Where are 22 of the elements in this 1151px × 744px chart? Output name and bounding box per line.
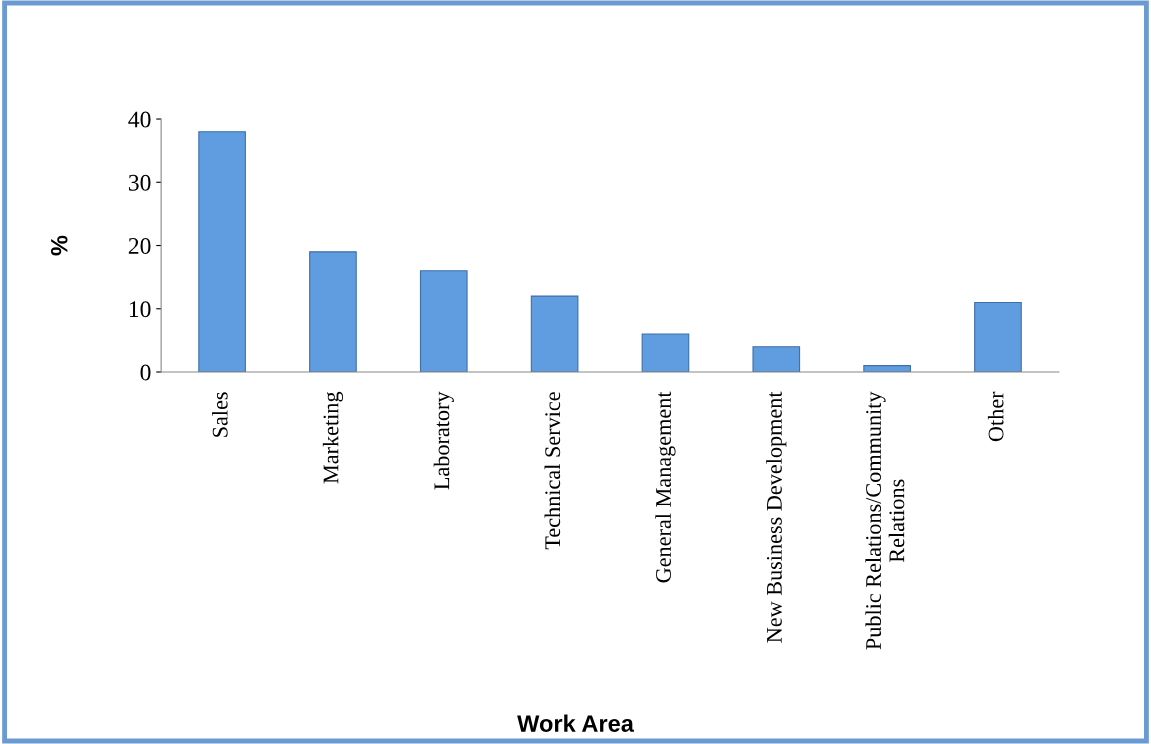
bar	[974, 301, 1022, 372]
y-tick-label: 0	[140, 364, 151, 381]
x-tick-label: Marketing	[322, 391, 344, 484]
y-tick-label: 30	[128, 174, 151, 191]
y-tick-label: 20	[128, 238, 151, 254]
x-tick-label: Laboratory	[433, 391, 454, 490]
x-tick-label: Technical Service	[544, 392, 561, 550]
x-axis-title: Work Area	[517, 714, 635, 732]
bar	[419, 270, 468, 372]
x-tick-label: Public Relations/Community Relations	[865, 391, 905, 650]
x-tick-label: Sales	[212, 392, 228, 437]
bar	[198, 131, 246, 372]
bar	[641, 333, 690, 372]
y-axis-title: %	[50, 235, 68, 256]
y-tick-label: 40	[128, 111, 151, 128]
x-tick-label: Other	[987, 391, 1004, 442]
y-tick-label: 10	[129, 301, 151, 318]
bar	[309, 251, 357, 372]
x-tick-label: General Management	[655, 391, 676, 583]
bar	[530, 295, 579, 372]
x-tick-label: New Business Development	[766, 391, 787, 643]
bar	[752, 346, 801, 372]
